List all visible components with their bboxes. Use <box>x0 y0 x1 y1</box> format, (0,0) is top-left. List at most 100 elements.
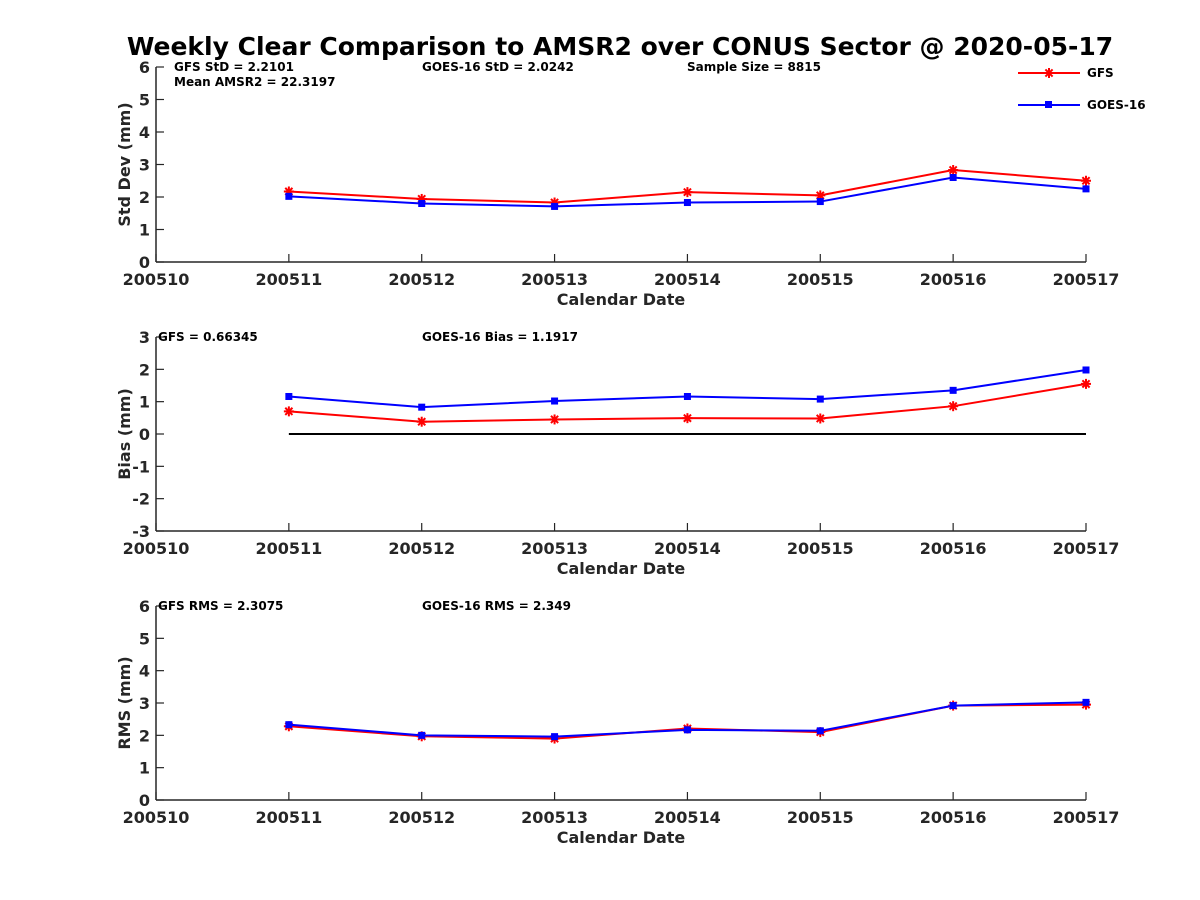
std-dev-y-tick-label: 2 <box>139 188 150 207</box>
bias-goes16-point <box>285 392 293 400</box>
std-dev-y-tick-label: 1 <box>139 221 150 240</box>
bias-gfs-point <box>283 406 294 417</box>
std-dev-panel: 200510 200511 200512 200513 200514 200515 2005… <box>115 58 1119 309</box>
bias-goes16-point <box>683 392 691 400</box>
legend-goes16-marker <box>1045 101 1052 108</box>
std-dev-goes16-point <box>418 200 426 207</box>
bias-y-tick-label: 1 <box>139 393 150 412</box>
rms-goes16-point <box>1082 698 1090 706</box>
std-dev-annotation: Mean AMSR2 = 22.3197 <box>174 75 335 89</box>
bias-goes16-point <box>418 403 426 411</box>
rms-x-tick-label: 200511 <box>255 808 322 827</box>
std-dev-x-tick-label: 200510 <box>123 270 190 289</box>
rms-x-tick-label: 200514 <box>654 808 721 827</box>
bias-y-tick-label: -2 <box>132 490 150 509</box>
bias-y-axis-label: Bias (mm) <box>115 388 134 480</box>
bias-y-tick-label: 0 <box>139 425 150 444</box>
bias-x-tick-label: 200515 <box>787 539 854 558</box>
rms-y-tick-label: 0 <box>139 791 150 810</box>
rms-goes16-point <box>285 721 293 729</box>
rms-annotation: GFS RMS = 2.3075 <box>158 599 283 613</box>
std-dev-gfs-point <box>682 187 693 198</box>
bias-goes16-point <box>816 395 824 403</box>
rms-x-tick-label: 200515 <box>787 808 854 827</box>
rms-y-tick-label: 6 <box>139 597 150 616</box>
std-dev-x-tick-label: 200517 <box>1053 270 1120 289</box>
bias-gfs-point <box>815 413 826 424</box>
rms-x-tick-label: 200512 <box>388 808 455 827</box>
bias-x-axis-label: Calendar Date <box>557 559 686 578</box>
bias-panel: 200510 200511 200512 200513 200514 200515 2005… <box>115 328 1119 578</box>
bias-gfs-point <box>948 401 959 412</box>
rms-goes16-point <box>949 702 957 710</box>
rms-y-tick-label: 4 <box>139 662 150 681</box>
bias-y-tick-label: -3 <box>132 522 150 541</box>
std-dev-annotation: GOES-16 StD = 2.0242 <box>422 60 574 74</box>
bias-goes16-point <box>1082 366 1090 374</box>
bias-goes16-series-line <box>288 368 1087 409</box>
bias-y-tick-label: -1 <box>132 457 150 476</box>
std-dev-gfs-series-line <box>288 169 1087 204</box>
std-dev-y-tick-label: 4 <box>139 123 150 142</box>
std-dev-goes16-point <box>1082 185 1090 193</box>
legend: GFS GOES-16 <box>1018 66 1146 112</box>
std-dev-goes16-point <box>949 174 957 181</box>
std-dev-x-tick-label: 200511 <box>255 270 322 289</box>
rms-goes16-point <box>816 727 824 735</box>
bias-x-tick-label: 200514 <box>654 539 721 558</box>
bias-x-tick-label: 200511 <box>255 539 322 558</box>
bias-x-tick-label: 200513 <box>521 539 588 558</box>
bias-goes16-point <box>949 386 957 394</box>
legend-gfs-label: GFS <box>1087 66 1114 80</box>
bias-goes16-point <box>551 397 559 405</box>
rms-y-tick-label: 2 <box>139 726 150 745</box>
std-dev-goes16-point <box>551 202 559 210</box>
rms-x-tick-label: 200513 <box>521 808 588 827</box>
std-dev-annotation: GFS StD = 2.2101 <box>174 60 294 74</box>
rms-x-tick-label: 200516 <box>920 808 987 827</box>
std-dev-y-tick-label: 5 <box>139 91 150 110</box>
std-dev-gfs-point <box>1081 175 1091 186</box>
std-dev-y-tick-label: 3 <box>139 156 150 175</box>
bias-gfs-point <box>549 414 560 425</box>
std-dev-x-tick-label: 200514 <box>654 270 721 289</box>
figure-title: Weekly Clear Comparison to AMSR2 over CO… <box>127 32 1113 61</box>
bias-gfs-point <box>416 416 427 427</box>
bias-y-tick-label: 3 <box>139 328 150 347</box>
rms-goes16-point <box>551 733 559 741</box>
bias-gfs-point <box>1081 378 1091 389</box>
bias-gfs-point <box>682 413 693 424</box>
bias-annotation: GOES-16 Bias = 1.1917 <box>422 330 578 344</box>
rms-goes16-point <box>683 726 691 734</box>
std-dev-x-tick-label: 200516 <box>920 270 987 289</box>
rms-y-tick-label: 5 <box>139 629 150 648</box>
std-dev-y-tick-label: 0 <box>139 253 150 272</box>
std-dev-y-tick-label: 6 <box>139 58 150 77</box>
rms-y-tick-label: 1 <box>139 759 150 778</box>
std-dev-y-axis-label: Std Dev (mm) <box>115 102 134 226</box>
std-dev-annotation: Sample Size = 8815 <box>687 60 821 74</box>
bias-x-tick-label: 200512 <box>388 539 455 558</box>
std-dev-x-tick-label: 200513 <box>521 270 588 289</box>
rms-x-tick-label: 200510 <box>123 808 190 827</box>
legend-goes16-label: GOES-16 <box>1087 98 1146 112</box>
rms-x-tick-label: 200517 <box>1053 808 1120 827</box>
bias-x-tick-label: 200510 <box>123 539 190 558</box>
bias-x-tick-label: 200516 <box>920 539 987 558</box>
bias-x-tick-label: 200517 <box>1053 539 1120 558</box>
std-dev-x-tick-label: 200515 <box>787 270 854 289</box>
std-dev-goes16-point <box>683 199 691 207</box>
std-dev-x-tick-label: 200512 <box>388 270 455 289</box>
legend-gfs-marker <box>1044 68 1054 78</box>
rms-panel: 200510 200511 200512 200513 200514 200515 2005… <box>115 597 1119 847</box>
std-dev-goes16-point <box>816 198 824 206</box>
bias-annotation: GFS = 0.66345 <box>158 330 258 344</box>
rms-y-axis-label: RMS (mm) <box>115 656 134 749</box>
std-dev-x-axis-label: Calendar Date <box>557 290 686 309</box>
rms-y-tick-label: 3 <box>139 694 150 713</box>
bias-y-tick-label: 2 <box>139 360 150 379</box>
rms-annotation: GOES-16 RMS = 2.349 <box>422 599 571 613</box>
std-dev-gfs-point <box>948 165 959 176</box>
rms-goes16-point <box>418 731 426 739</box>
